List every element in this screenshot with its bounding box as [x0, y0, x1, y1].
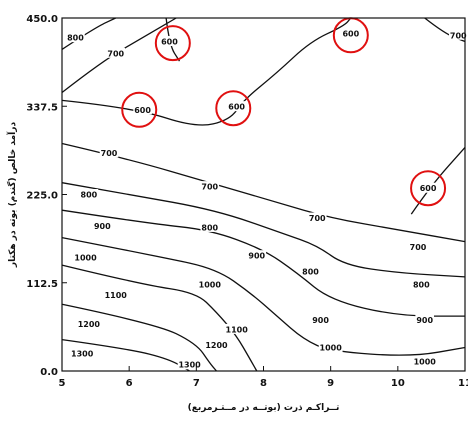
contour-label-800: 800: [81, 191, 98, 200]
contour-label-1000: 1000: [414, 358, 437, 367]
contour-label-bg: [418, 182, 438, 193]
contour-line-800-7: [61, 182, 466, 278]
contour-label-bg: [106, 47, 126, 58]
y-tick-label: 225.0: [26, 191, 58, 202]
contour-label-600: 600: [228, 103, 245, 112]
contour-label-700: 700: [201, 183, 218, 192]
x-tick-label: 7: [193, 378, 200, 389]
contour-line-900-8: [61, 209, 465, 317]
contour-label-600: 600: [342, 30, 359, 39]
x-tick-label: 8: [260, 378, 267, 389]
contour-label-1000: 1000: [199, 281, 222, 290]
contour-label-900: 900: [312, 316, 329, 325]
contour-label-700: 700: [309, 214, 326, 223]
contour-label-bg: [227, 101, 246, 112]
highlight-circle: [154, 25, 191, 62]
contour-label-bg: [93, 220, 112, 231]
contour-label-bg: [341, 28, 361, 39]
contour-label-bg: [200, 181, 220, 192]
contour-label-bg: [408, 241, 428, 252]
x-axis-title: تــراکـم ذرت (بوتــه در مــتـرمربع): [188, 403, 340, 413]
contour-label-bg: [311, 314, 330, 325]
contour-label-1200: 1200: [78, 320, 101, 329]
contour-line-1000-9: [61, 236, 466, 356]
contour-label-bg: [99, 147, 119, 158]
x-tick-label: 9: [327, 378, 334, 389]
highlight-circle: [410, 170, 447, 207]
contour-line-1200-11: [61, 303, 217, 372]
contour-label-bg: [204, 339, 229, 350]
contour-line-1100-10: [61, 264, 258, 372]
x-axis-ticks: 5 6 7 8 9 10 11: [59, 366, 468, 389]
contour-label-1000: 1000: [320, 343, 343, 352]
y-axis-title: درآمد خالص (گندم) بوته در هکتار: [6, 122, 18, 269]
contour-label-1300: 1300: [178, 361, 201, 370]
contour-label-900: 900: [416, 316, 433, 325]
contour-label-bg: [412, 279, 431, 290]
contour-label-bg: [301, 265, 320, 276]
contour-label-bg: [133, 104, 152, 115]
contour-label-bg: [200, 221, 220, 232]
contour-label-bg: [66, 32, 85, 43]
contour-label-600: 600: [134, 106, 151, 115]
contour-label-bg: [318, 341, 343, 352]
contour-label-700: 700: [107, 49, 124, 58]
contour-label-800: 800: [413, 281, 430, 290]
contour-line-1300-12: [61, 338, 190, 372]
highlight-circles: [121, 17, 447, 207]
contour-label-600: 600: [420, 184, 437, 193]
contour-label-600: 600: [161, 38, 178, 47]
contour-label-bg: [103, 289, 128, 300]
contour-lines: [61, 17, 466, 372]
x-tick-label: 11: [458, 378, 468, 389]
contour-label-bg: [412, 356, 437, 367]
contour-label-bg: [197, 279, 222, 290]
contour-label-bg: [79, 189, 99, 199]
contour-label-900: 900: [248, 252, 265, 261]
contour-label-800: 800: [67, 34, 84, 43]
y-tick-label: 112.5: [26, 279, 58, 290]
contour-label-900: 900: [94, 222, 111, 231]
contour-label-700: 700: [450, 31, 467, 40]
y-tick-label: 337.5: [26, 102, 58, 113]
contour-label-bg: [415, 314, 434, 325]
y-tick-label: 450.0: [26, 14, 58, 25]
contour-label-bg: [73, 251, 98, 262]
contour-label-1100: 1100: [226, 325, 249, 334]
x-tick-label: 6: [126, 378, 133, 389]
x-tick-label: 5: [59, 378, 66, 389]
contour-label-700: 700: [101, 149, 118, 158]
contour-label-1200: 1200: [205, 341, 228, 350]
highlight-circle: [121, 91, 158, 128]
contour-line-700-6: [61, 142, 466, 243]
contour-label-bg: [448, 29, 468, 40]
contour-label-bg: [247, 250, 267, 261]
contour-label-bg: [224, 323, 249, 334]
highlight-circle: [215, 90, 252, 127]
y-axis-ticks: 0.0 112.5 225.0 337.5 450.0: [26, 14, 67, 378]
contour-label-bg: [76, 318, 101, 329]
contour-labels: 800 700 600 600 700 600 600 700 700 700 700 600 800 8…: [66, 28, 468, 370]
contour-label-800: 800: [302, 267, 319, 276]
contour-label-bg: [307, 212, 327, 223]
contour-label-800: 800: [201, 223, 218, 232]
x-tick-label: 10: [391, 378, 405, 389]
contour-label-1000: 1000: [74, 253, 97, 262]
contour-label-1100: 1100: [105, 291, 128, 300]
contour-label-bg: [177, 359, 202, 370]
contour-line-800-0: [61, 17, 116, 50]
contour-label-bg: [160, 36, 179, 47]
y-tick-label: 0.0: [40, 367, 58, 378]
contour-label-700: 700: [410, 243, 427, 252]
contour-label-1300: 1300: [71, 350, 94, 359]
contour-label-bg: [70, 348, 95, 359]
